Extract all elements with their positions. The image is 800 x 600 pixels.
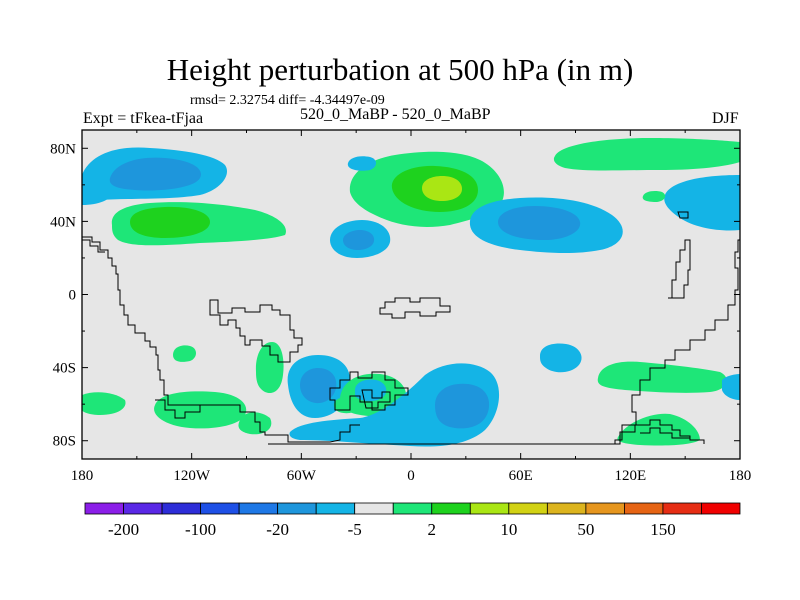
colorbar-label: 2 xyxy=(428,520,437,539)
contour-w-edge-high xyxy=(82,392,126,415)
colorbar-swatch xyxy=(123,502,163,515)
contour-sau-high xyxy=(597,361,727,393)
coastlines xyxy=(82,211,740,445)
x-tick-label: 0 xyxy=(407,468,415,484)
y-tick-label: 0 xyxy=(69,288,77,304)
contour-small-low-n xyxy=(347,156,376,171)
colorbar-swatch xyxy=(84,502,124,515)
coastline-americas xyxy=(82,236,360,443)
contour-sw-small-high xyxy=(173,345,196,362)
x-tick-label: 120W xyxy=(173,468,211,484)
x-tick-label: 120E xyxy=(614,468,646,484)
x-axis: 180 120W 60W 0 60E 120E 180 xyxy=(71,130,752,484)
coastline-ne-island xyxy=(677,211,689,219)
colorbar: -200 -100 -20 -5 2 10 50 150 xyxy=(84,502,741,539)
contour-sindian-low-core xyxy=(435,383,490,429)
colorbar-label: 50 xyxy=(577,520,594,539)
colorbar-swatch xyxy=(354,502,394,515)
contour-small-high-ne xyxy=(642,191,666,202)
colorbar-swatch xyxy=(277,502,317,515)
y-tick-label: 40N xyxy=(50,214,76,230)
experiment-label: Expt = tFkea-tFjaa xyxy=(83,110,204,127)
contour-sa-low-core xyxy=(300,368,337,404)
contour-small-low-s xyxy=(540,343,582,373)
contour-npac-high-core xyxy=(130,206,210,238)
colorbar-swatch xyxy=(585,502,625,515)
contour-satl-high-2 xyxy=(334,397,358,414)
center-label: 520_0_MaBP - 520_0_MaBP xyxy=(300,106,491,123)
coastline-greenland-north xyxy=(82,239,105,253)
contour-siberia-high xyxy=(553,138,740,171)
coastline-atl-island xyxy=(361,389,391,409)
season-label: DJF xyxy=(712,110,739,127)
colorbar-swatch xyxy=(315,502,356,515)
coastline-equator-islands xyxy=(379,297,451,319)
stats-subtitle: rmsd= 2.32754 diff= -4.34497e-09 xyxy=(190,93,385,108)
colorbar-label: -20 xyxy=(266,520,289,539)
colorbar-label: -200 xyxy=(108,520,139,539)
x-tick-label: 180 xyxy=(729,468,752,484)
contour-e-edge-low xyxy=(722,374,740,400)
chart-title: Height perturbation at 500 hPa (in m) xyxy=(166,52,634,87)
x-tick-label: 60W xyxy=(287,468,317,484)
contour-europe-high-peak xyxy=(422,176,462,201)
colorbar-swatch xyxy=(238,502,279,515)
colorbar-swatch xyxy=(392,502,433,515)
colorbar-swatch xyxy=(469,502,510,515)
colorbar-swatch xyxy=(508,502,548,515)
contour-nw-low xyxy=(82,182,112,205)
colorbar-swatch xyxy=(662,502,702,515)
contour-ne-low xyxy=(664,175,740,231)
coastline-south-america xyxy=(209,299,303,363)
coastline-antarctica xyxy=(268,419,705,445)
colorbar-label: -5 xyxy=(348,520,362,539)
colorbar-swatch xyxy=(624,502,664,515)
colorbar-swatch xyxy=(701,502,741,515)
contour-natl-low-core xyxy=(343,230,375,250)
colorbar-label: 10 xyxy=(500,520,517,539)
coastline-east-antarctica xyxy=(640,427,690,439)
x-tick-label: 60E xyxy=(509,468,533,484)
coastline-tierra xyxy=(155,399,210,419)
colorbar-label: -100 xyxy=(185,520,216,539)
y-tick-label: 80N xyxy=(50,141,76,157)
contour-npac-low-core xyxy=(109,157,201,191)
colorbar-label: 150 xyxy=(650,520,676,539)
contour-eurasia-low-core xyxy=(498,206,581,240)
y-tick-label: 80S xyxy=(53,434,76,450)
contour-south-high-2 xyxy=(238,412,272,435)
coastline-asia-edge xyxy=(614,239,740,444)
x-tick-label: 180 xyxy=(71,468,94,484)
colorbar-swatch xyxy=(431,502,471,515)
colorbar-swatch xyxy=(200,502,240,515)
coastline-antarctic-peninsula xyxy=(329,371,409,411)
coastline-asia-east xyxy=(668,239,691,299)
y-tick-label: 40S xyxy=(53,361,76,377)
colorbar-swatch xyxy=(546,502,587,515)
y-axis: 80N 40N 0 40S 80S xyxy=(50,141,740,450)
colorbar-swatch xyxy=(161,502,201,515)
